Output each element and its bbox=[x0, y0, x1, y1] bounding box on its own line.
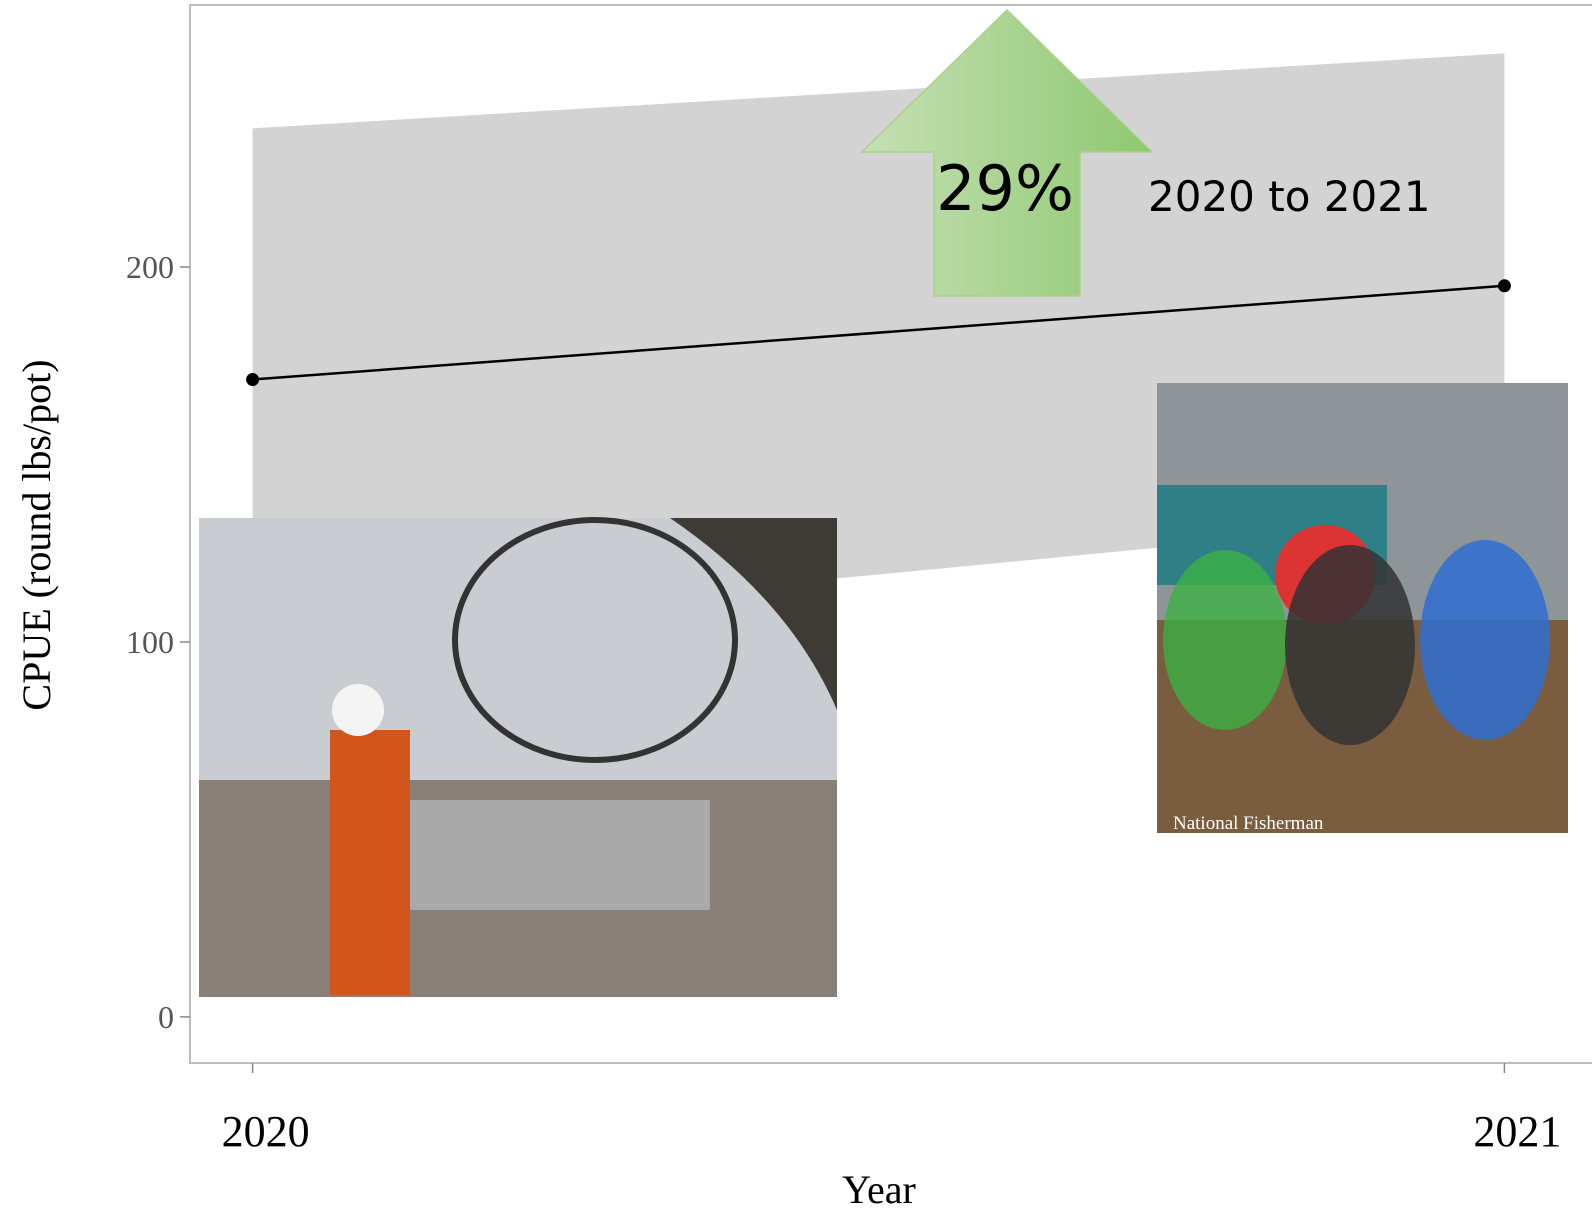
y-tick-label: 0 bbox=[158, 999, 174, 1035]
panel-border bbox=[189, 4, 1592, 1064]
annotation-text: 2020 to 2021 bbox=[1148, 172, 1431, 221]
y-axis-label: CPUE (round lbs/pot) bbox=[14, 359, 59, 710]
arrow-label: 29% bbox=[936, 152, 1074, 225]
up-arrow bbox=[860, 8, 1154, 297]
photo-right: National Fisherman bbox=[1157, 383, 1568, 834]
photo-left bbox=[199, 517, 837, 997]
y-tick-label: 100 bbox=[126, 624, 174, 660]
point bbox=[246, 373, 260, 387]
x-tick-label: 2020 bbox=[222, 1107, 310, 1156]
photo-credit: National Fisherman bbox=[1173, 813, 1324, 834]
point bbox=[1497, 279, 1511, 293]
series-line bbox=[252, 284, 1505, 381]
annotation: 29% 2020 to 2021 bbox=[860, 8, 1431, 297]
x-axis-label: Year bbox=[842, 1167, 916, 1212]
x-tick-label: 2021 bbox=[1473, 1107, 1561, 1156]
y-tick-label: 200 bbox=[126, 249, 174, 285]
